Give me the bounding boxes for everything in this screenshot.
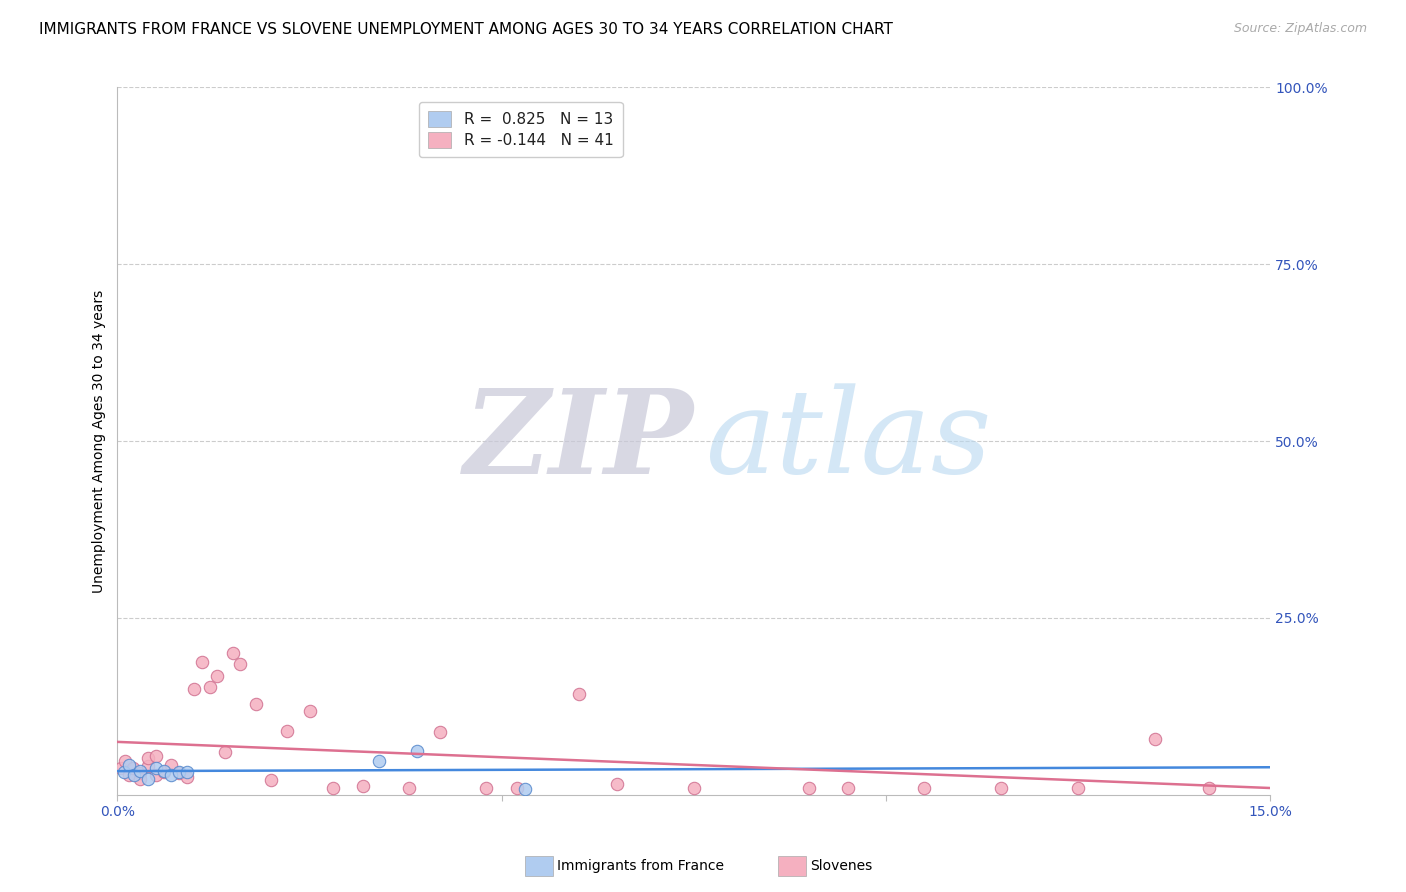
Point (118, 758, 141, 772)
Point (191, 655, 214, 669)
Point (1198, 780, 1220, 795)
Point (214, 745, 236, 759)
Y-axis label: Unemployment Among Ages 30 to 34 years: Unemployment Among Ages 30 to 34 years (93, 289, 107, 592)
Point (406, 744, 429, 758)
Point (136, 759, 159, 773)
Point (990, 780, 1012, 795)
Point (567, 687, 589, 701)
Point (145, 768, 167, 782)
Point (322, 780, 344, 795)
Point (118, 768, 141, 782)
Point (429, 725, 451, 739)
Text: Slovenes: Slovenes (810, 859, 873, 873)
Point (110, 761, 132, 775)
Point (114, 754, 136, 768)
Point (145, 748, 167, 763)
Point (260, 773, 283, 788)
Point (475, 780, 498, 795)
Point (160, 768, 183, 782)
Point (176, 770, 198, 784)
Point (124, 768, 146, 782)
Point (513, 781, 536, 796)
Point (176, 764, 198, 779)
Point (276, 723, 298, 738)
Point (352, 779, 374, 793)
Point (183, 681, 205, 696)
Point (136, 751, 159, 765)
Point (222, 646, 245, 660)
Text: IMMIGRANTS FROM FRANCE VS SLOVENE UNEMPLOYMENT AMONG AGES 30 TO 34 YEARS CORRELA: IMMIGRANTS FROM FRANCE VS SLOVENE UNEMPL… (39, 22, 893, 37)
Text: ZIP: ZIP (464, 384, 693, 499)
Point (145, 761, 167, 775)
Point (207, 669, 229, 683)
Point (1067, 780, 1090, 795)
Legend: R =  0.825   N = 13, R = -0.144   N = 41: R = 0.825 N = 13, R = -0.144 N = 41 (419, 102, 623, 157)
Text: atlas: atlas (706, 384, 991, 499)
Point (837, 780, 859, 795)
Point (112, 764, 135, 779)
Point (152, 764, 174, 779)
Point (682, 780, 704, 795)
Point (121, 761, 143, 775)
Point (129, 772, 152, 786)
Text: Immigrants from France: Immigrants from France (557, 859, 724, 873)
Point (506, 780, 529, 795)
Point (129, 764, 152, 779)
Point (167, 766, 190, 780)
Point (398, 780, 420, 795)
Point (797, 780, 820, 795)
Point (367, 754, 389, 768)
Point (152, 764, 174, 779)
Point (298, 704, 321, 718)
Text: Source: ZipAtlas.com: Source: ZipAtlas.com (1233, 22, 1367, 36)
Point (129, 766, 152, 780)
Point (912, 780, 935, 795)
Point (229, 657, 252, 671)
Point (160, 758, 183, 772)
Point (606, 777, 628, 791)
Point (198, 680, 221, 694)
Point (136, 772, 159, 786)
Point (1143, 732, 1166, 747)
Point (245, 697, 267, 711)
Point (167, 764, 190, 779)
